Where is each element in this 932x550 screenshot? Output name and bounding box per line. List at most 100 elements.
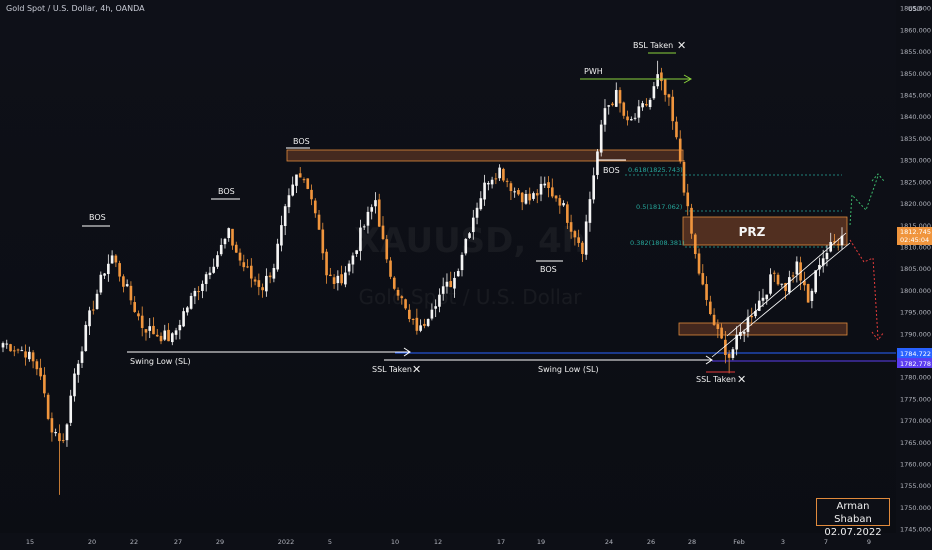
candle-bull xyxy=(174,330,178,335)
candle-bear xyxy=(159,335,163,342)
candle-bear xyxy=(152,325,155,335)
price-axis[interactable] xyxy=(896,0,932,550)
candle-bull xyxy=(295,174,298,186)
candle-bull xyxy=(780,283,784,285)
candle-bear xyxy=(701,273,705,285)
x-tick-label: 22 xyxy=(130,538,138,546)
candle-bear xyxy=(129,285,133,301)
fib-382-label: 0.382(1808.381) xyxy=(630,239,685,247)
candle-bear xyxy=(167,329,170,342)
candle-bear xyxy=(377,199,381,227)
time-axis[interactable] xyxy=(0,533,896,550)
candle-bear xyxy=(144,329,148,333)
candle-bull xyxy=(265,275,268,292)
candle-bull xyxy=(189,295,193,309)
candle-bull xyxy=(814,270,817,293)
candle-bear xyxy=(381,225,385,240)
candle-bull xyxy=(637,106,641,118)
candle-bear xyxy=(505,180,509,182)
candle-bear xyxy=(423,323,426,326)
candle-bull xyxy=(543,183,547,186)
y-tick-labels: 1745.000 1750.000 1755.000 1760.000 1765.000… xyxy=(900,5,931,534)
candle-bull xyxy=(99,274,103,293)
candle-bull xyxy=(5,343,9,345)
x-tick-label: 10 xyxy=(391,538,399,546)
level-value-blue: 1784.722 xyxy=(900,350,931,358)
candle-bear xyxy=(140,315,144,328)
y-tick-label: 1765.000 xyxy=(900,439,931,447)
candle-bear xyxy=(772,272,776,274)
candle-bull xyxy=(468,233,471,238)
candle-bull xyxy=(186,307,189,313)
x-tick-label: 20 xyxy=(88,538,96,546)
y-tick-label: 1780.000 xyxy=(900,374,931,382)
candle-bull xyxy=(370,207,374,212)
y-tick-label: 1775.000 xyxy=(900,395,931,403)
candle-bull xyxy=(80,351,84,363)
candle-bull xyxy=(419,325,422,331)
candles-layer xyxy=(1,60,844,495)
candle-bull xyxy=(287,195,291,208)
y-tick-label: 1810.000 xyxy=(900,243,931,251)
candle-bear xyxy=(317,214,321,230)
x-tick-label: 3 xyxy=(781,538,785,546)
candle-bull xyxy=(280,225,283,246)
candle-bear xyxy=(799,262,802,281)
candle-bull xyxy=(825,252,829,260)
y-tick-label: 1760.000 xyxy=(900,461,931,469)
candle-bear xyxy=(705,284,708,300)
candle-bear xyxy=(727,353,731,358)
candle-bull xyxy=(69,395,73,423)
author-stamp: Arman Shaban 02.07.2022 xyxy=(816,498,890,538)
candle-bull xyxy=(490,179,494,185)
candle-bear xyxy=(622,102,626,116)
candle-bull xyxy=(201,283,204,291)
candle-bear xyxy=(509,183,513,192)
symbol-title[interactable]: Gold Spot / U.S. Dollar, 4h, OANDA xyxy=(6,4,145,13)
y-tick-label: 1825.000 xyxy=(900,178,931,186)
current-price-value: 1812.745 xyxy=(900,228,931,236)
y-tick-label: 1800.000 xyxy=(900,287,931,295)
candle-bear xyxy=(611,103,614,106)
candle-bear xyxy=(302,179,306,181)
candle-bull xyxy=(276,243,279,270)
candle-bear xyxy=(58,433,61,442)
candle-bull xyxy=(193,290,197,297)
candle-bear xyxy=(554,195,558,199)
candle-bull xyxy=(272,268,276,279)
candle-bear xyxy=(298,173,302,178)
candle-bear xyxy=(389,260,392,277)
candle-bear xyxy=(618,90,622,104)
candle-bull xyxy=(460,254,464,271)
candle-bear xyxy=(581,242,584,254)
candle-bull xyxy=(107,263,110,275)
candle-bear xyxy=(716,324,720,329)
candle-bull xyxy=(513,191,516,193)
candle-bear xyxy=(35,361,39,370)
y-tick-label: 1790.000 xyxy=(900,330,931,338)
ssl-taken-label-2: SSL Taken xyxy=(696,375,736,384)
candle-bull xyxy=(607,105,611,107)
x-tick-label: 2022 xyxy=(278,538,295,546)
y-tick-label: 1865.000 xyxy=(900,5,931,13)
candle-bull xyxy=(430,309,434,319)
candle-bear xyxy=(122,276,125,287)
candle-bull xyxy=(453,277,456,289)
x-tick-label: 24 xyxy=(605,538,613,546)
candle-bull xyxy=(746,317,750,332)
candle-bear xyxy=(573,231,577,238)
candle-bear xyxy=(137,313,140,317)
y-tick-label: 1745.000 xyxy=(900,526,931,534)
candle-bull xyxy=(761,297,765,301)
candle-bull xyxy=(219,244,223,255)
candle-bull xyxy=(765,294,769,300)
candle-bull xyxy=(208,272,212,276)
bsl-taken-label: BSL Taken xyxy=(633,41,673,50)
candle-bull xyxy=(426,319,430,326)
candle-bull xyxy=(227,228,231,239)
bullish-scenario-path xyxy=(849,175,879,226)
candle-bear xyxy=(550,187,554,197)
candle-bull xyxy=(524,193,528,204)
